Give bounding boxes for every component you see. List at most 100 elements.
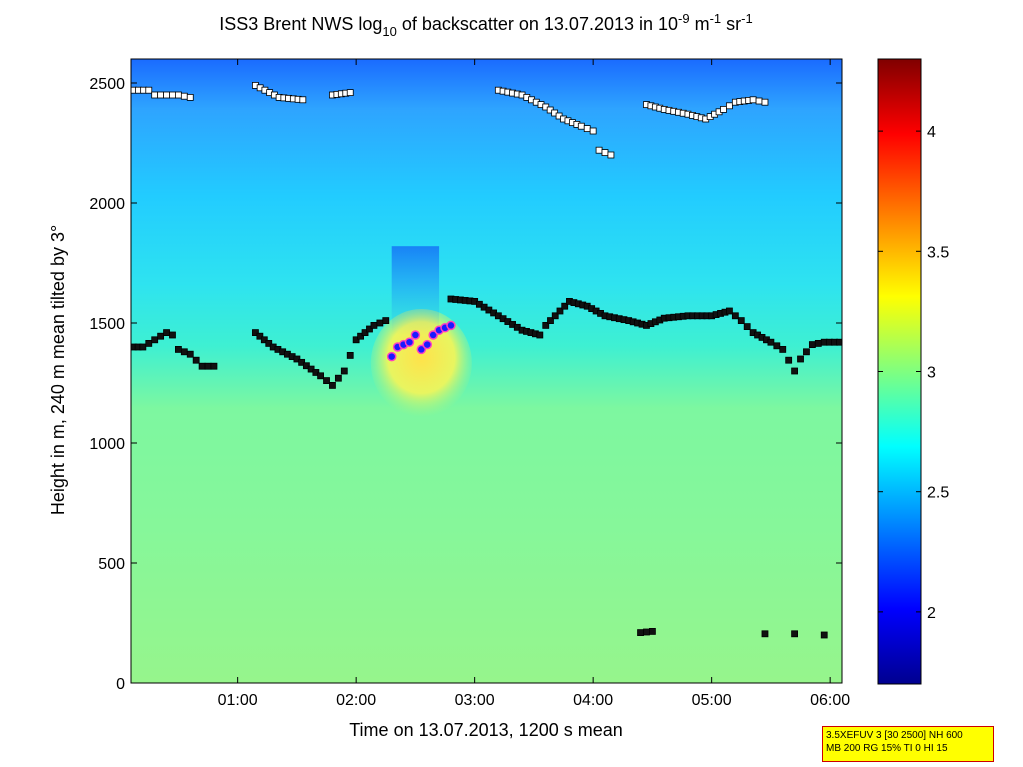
marker-mixed-layer-top	[382, 317, 390, 325]
plot-frame	[130, 58, 843, 684]
marker-mixed-layer-top	[361, 329, 369, 337]
marker-elevated-layer	[145, 86, 153, 94]
marker-mixed-layer-top	[556, 307, 564, 315]
marker-mixed-layer-top	[370, 321, 378, 329]
marker-surface-layer	[820, 631, 828, 639]
marker-mixed-layer-top	[791, 367, 798, 375]
marker-mixed-layer-top	[260, 336, 268, 344]
marker-elevated-layer	[577, 122, 585, 130]
marker-plume-core	[386, 351, 397, 362]
marker-mixed-layer-top	[174, 345, 182, 353]
marker-mixed-layer-top	[808, 341, 816, 349]
marker-elevated-layer	[583, 125, 591, 132]
x-tick-label: 02:00	[336, 692, 376, 709]
marker-mixed-layer-top	[198, 362, 206, 370]
field-blue-column	[391, 246, 440, 335]
info-box: 3.5XEFUV 3 [30 2500] NH 600 MB 200 RG 15…	[822, 726, 994, 762]
marker-elevated-layer	[180, 92, 188, 100]
y-tick-label: 500	[98, 556, 125, 573]
y-tick-label: 2000	[89, 196, 125, 213]
marker-elevated-layer	[607, 151, 615, 159]
marker-mixed-layer-top	[536, 331, 544, 339]
marker-elevated-layer	[151, 91, 159, 99]
marker-mixed-layer-top	[352, 336, 360, 344]
marker-elevated-layer	[157, 91, 165, 99]
colorbar-tick-label: 2.5	[927, 485, 949, 502]
marker-mixed-layer-top	[334, 374, 342, 382]
marker-mixed-layer-top	[814, 339, 822, 347]
marker-elevated-layer	[169, 91, 176, 99]
x-tick-label: 03:00	[455, 692, 495, 709]
marker-mixed-layer-top	[561, 302, 569, 310]
marker-mixed-layer-top	[346, 351, 354, 359]
marker-plume-core	[404, 337, 415, 347]
marker-elevated-layer	[174, 91, 182, 99]
colorbar-tick-label: 2	[927, 605, 936, 622]
x-tick-label: 01:00	[218, 692, 258, 709]
marker-mixed-layer-top	[265, 339, 273, 347]
marker-mixed-layer-top	[192, 356, 200, 364]
marker-mixed-layer-top	[737, 317, 745, 325]
y-tick-label: 0	[116, 676, 125, 693]
marker-elevated-layer	[749, 96, 757, 104]
marker-mixed-layer-top	[376, 319, 384, 327]
series-plume-core	[386, 320, 456, 362]
marker-surface-layer	[761, 630, 769, 638]
chart-title: ISS3 Brent NWS log10 of backscatter on 1…	[219, 11, 752, 39]
marker-mixed-layer-top	[256, 332, 264, 340]
series-elevated-layer	[131, 82, 769, 159]
marker-mixed-layer-top	[139, 343, 147, 351]
info-line-2: MB 200 RG 15% TI 0 HI 15	[826, 743, 948, 754]
y-tick-label: 1000	[89, 436, 125, 453]
marker-surface-layer	[643, 628, 650, 636]
marker-mixed-layer-top	[151, 336, 159, 344]
marker-mixed-layer-top	[797, 355, 804, 363]
marker-elevated-layer	[761, 98, 769, 106]
marker-elevated-layer	[299, 96, 307, 104]
marker-elevated-layer	[163, 91, 170, 99]
x-axis: 01:00 02:00 03:00 04:00 05:00 06:00	[218, 59, 850, 709]
marker-mixed-layer-top	[145, 339, 153, 347]
marker-plume-core	[410, 330, 421, 340]
marker-mixed-layer-top	[323, 377, 330, 385]
marker-mixed-layer-top	[836, 338, 842, 346]
y-axis-label: Height in m, 240 m mean tilted by 3°	[48, 225, 68, 515]
marker-mixed-layer-top	[773, 342, 781, 350]
marker-mixed-layer-top	[163, 329, 170, 337]
x-tick-label: 05:00	[692, 692, 732, 709]
marker-mixed-layer-top	[210, 362, 218, 370]
marker-elevated-layer	[755, 97, 763, 105]
marker-surface-layer	[649, 628, 656, 635]
series-surface-layer	[637, 628, 828, 639]
marker-elevated-layer	[589, 127, 597, 135]
y-axis: 0 500 1000 1500 2000 2500	[89, 76, 842, 693]
marker-surface-layer	[791, 630, 798, 638]
marker-elevated-layer	[720, 106, 727, 113]
marker-mixed-layer-top	[186, 350, 194, 358]
plot-area	[131, 59, 842, 683]
marker-plume-core	[422, 339, 432, 350]
marker-mixed-layer-top	[180, 348, 188, 356]
marker-elevated-layer	[346, 89, 354, 96]
marker-elevated-layer	[595, 146, 603, 154]
x-tick-label: 04:00	[573, 692, 613, 709]
marker-mixed-layer-top	[743, 323, 751, 331]
marker-mixed-layer-top	[252, 329, 259, 337]
info-line-1: 3.5XEFUV 3 [30 2500] NH 600	[826, 730, 963, 741]
marker-elevated-layer	[726, 102, 733, 110]
marker-mixed-layer-top	[357, 332, 364, 340]
marker-plume-core	[446, 320, 456, 331]
y-tick-label: 1500	[89, 316, 125, 333]
y-tick-label: 2500	[89, 76, 125, 93]
heatmap-background	[131, 59, 842, 683]
field-plume-yellow	[370, 309, 472, 417]
x-axis-label: Time on 13.07.2013, 1200 s mean	[349, 720, 623, 740]
marker-surface-layer	[637, 629, 644, 636]
marker-plume-core	[416, 344, 427, 355]
colorbar: 2 2.5 3 3.5 4	[877, 58, 949, 685]
marker-mixed-layer-top	[169, 331, 176, 339]
marker-mixed-layer-top	[329, 381, 336, 389]
marker-mixed-layer-top	[803, 348, 810, 356]
marker-mixed-layer-top	[157, 332, 165, 340]
